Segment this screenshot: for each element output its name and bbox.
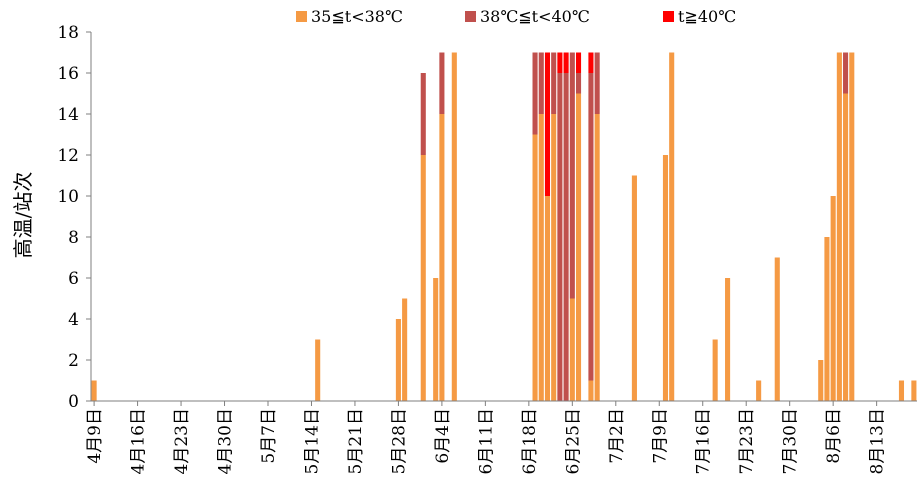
legend-label: t≧40℃ (678, 7, 736, 26)
bar-segment (433, 278, 439, 401)
x-tick-label: 6月18日 (520, 408, 540, 474)
bar-segment (569, 52, 575, 299)
bar-segment (824, 237, 830, 401)
y-tick-label: 4 (68, 310, 79, 330)
x-tick-label: 8月6日 (824, 408, 844, 464)
x-tick-label: 5月7日 (259, 408, 279, 464)
bar-segment (315, 339, 321, 401)
bar-segment (439, 52, 445, 114)
y-tick-label: 14 (57, 105, 79, 125)
bar-segment (594, 52, 600, 114)
x-tick-label: 7月9日 (650, 408, 670, 464)
bar-segment (439, 114, 445, 401)
x-axis: 4月9日 4月16日 4月23日 4月30日 5月7日 5月14日 5月21日 5月28日 6月… (85, 400, 917, 474)
x-tick-label: 4月9日 (85, 408, 105, 464)
bar-segment (588, 73, 594, 381)
bar-segment (843, 93, 849, 401)
bar-segment (849, 52, 855, 401)
x-tick-label: 5月28日 (389, 408, 409, 474)
y-tick-label: 16 (57, 64, 79, 84)
legend-swatch (296, 11, 307, 22)
bar-segment (818, 360, 824, 401)
x-tick-label: 7月2日 (607, 408, 627, 464)
bar-segment (538, 52, 544, 114)
bar-segment (712, 339, 718, 401)
bar-segment (911, 380, 917, 401)
bar-segment (843, 52, 849, 94)
x-tick-label: 4月30日 (216, 408, 236, 474)
y-axis-title: 高温/站次 (11, 172, 35, 259)
bar-segment (563, 73, 569, 401)
bar-segment (836, 52, 842, 401)
bar-segment (756, 380, 762, 401)
y-tick-label: 6 (68, 269, 79, 289)
legend: 35≦t<38℃ 38℃≦t<40℃ t≧40℃ (296, 7, 736, 26)
y-tick-label: 0 (68, 392, 79, 412)
y-tick-label: 2 (68, 351, 79, 371)
bar-segment (557, 73, 563, 401)
x-tick-label: 8月13日 (868, 408, 888, 474)
bar-segment (631, 175, 637, 401)
x-tick-label: 5月14日 (302, 408, 322, 474)
bar-segment (588, 380, 594, 401)
bar-segment (588, 52, 594, 73)
bar-segment (575, 93, 582, 401)
bar-segment (544, 196, 551, 401)
x-tick-label: 6月25日 (563, 408, 583, 474)
x-tick-label: 5月21日 (346, 408, 366, 474)
bar-segment (451, 52, 457, 401)
bar-segment (725, 278, 731, 401)
bar-segment (395, 319, 401, 401)
bar-segment (420, 155, 426, 401)
x-tick-label: 4月23日 (172, 408, 192, 474)
bar-segment (532, 134, 538, 401)
legend-label: 35≦t<38℃ (311, 7, 403, 26)
bar-segment (538, 114, 544, 401)
bar-segment (898, 380, 905, 401)
bar-segment (569, 298, 575, 401)
x-tick-label: 7月30日 (781, 408, 801, 474)
bar-segment (830, 196, 836, 401)
y-axis: 0 2 4 6 8 10 12 14 16 18 (57, 23, 92, 412)
y-tick-label: 8 (68, 228, 79, 248)
x-tick-label: 7月16日 (694, 408, 714, 474)
bar-segment (557, 52, 563, 73)
x-tick-label: 6月11日 (476, 408, 496, 474)
bars (91, 52, 917, 401)
bar-segment (662, 155, 669, 401)
bar-segment (575, 52, 582, 73)
bar-segment (575, 73, 582, 94)
bar-segment (563, 52, 569, 73)
legend-swatch (465, 11, 476, 22)
bar-segment (551, 52, 557, 114)
x-tick-label: 4月16日 (129, 408, 149, 474)
y-tick-label: 10 (57, 187, 79, 207)
bar-segment (669, 52, 675, 401)
bar-segment (594, 114, 600, 401)
legend-swatch (663, 11, 674, 22)
bar-segment (420, 73, 426, 155)
x-tick-label: 6月4日 (433, 408, 453, 464)
bar-segment (402, 298, 408, 401)
bar-segment (532, 52, 538, 135)
legend-label: 38℃≦t<40℃ (480, 7, 590, 26)
bar-segment (774, 257, 780, 401)
x-tick-label: 7月23日 (737, 408, 757, 474)
bar-segment (551, 114, 557, 401)
bar-segment (91, 380, 97, 401)
y-tick-label: 18 (57, 23, 79, 43)
bar-segment (544, 52, 551, 196)
y-tick-label: 12 (57, 146, 79, 166)
